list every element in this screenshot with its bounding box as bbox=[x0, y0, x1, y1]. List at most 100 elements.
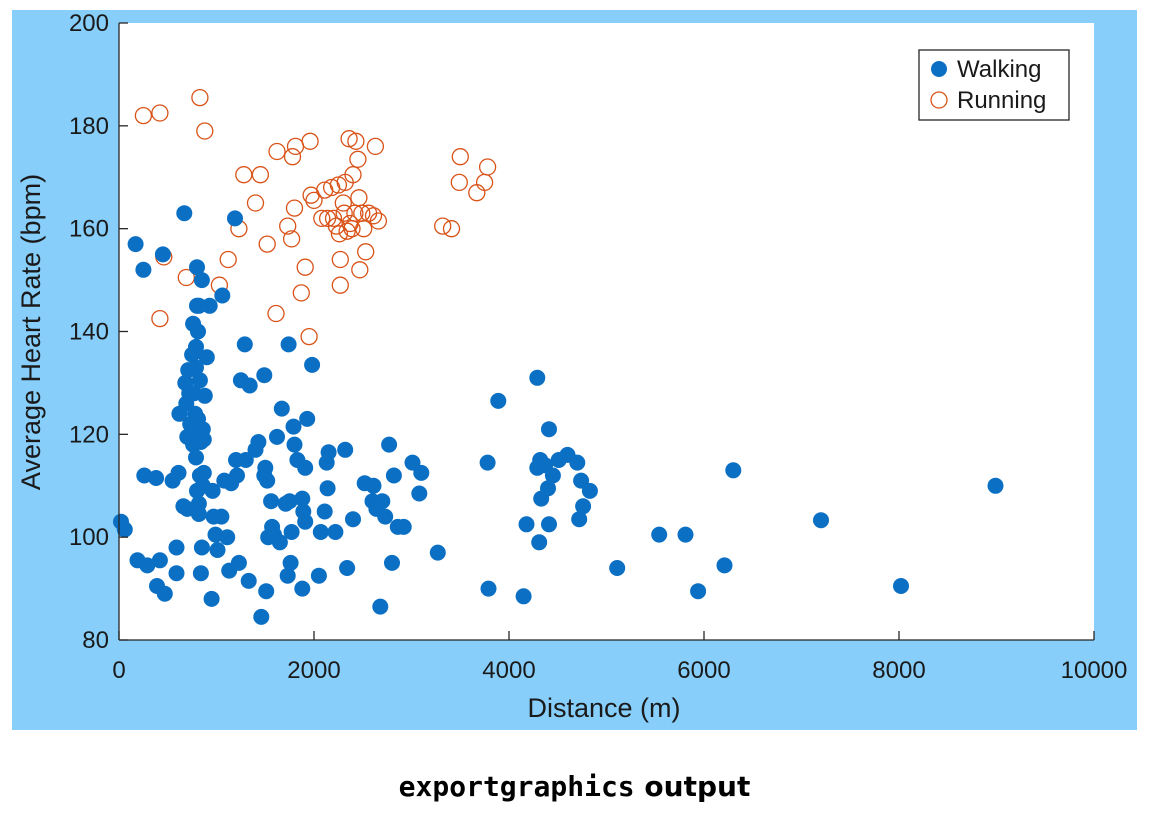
running-point bbox=[283, 148, 302, 166]
y-tick-label: 140 bbox=[69, 319, 109, 346]
walking-point bbox=[575, 498, 592, 515]
walking-point bbox=[240, 572, 257, 589]
walking-point bbox=[188, 338, 204, 355]
walking-point bbox=[269, 428, 285, 445]
walking-point bbox=[241, 377, 258, 394]
scatter-chart: 0 2000 4000 6000 8000 10000 80 100 120 140 160 180 2… bbox=[12, 10, 1137, 730]
running-point bbox=[268, 142, 286, 161]
legend-marker-running bbox=[930, 91, 948, 109]
walking-point bbox=[285, 418, 302, 435]
walking-point bbox=[385, 467, 402, 484]
walking-point bbox=[651, 526, 668, 543]
running-point bbox=[357, 243, 375, 261]
walking-point bbox=[310, 567, 327, 584]
walking-point bbox=[219, 529, 236, 546]
running-point bbox=[364, 207, 383, 225]
caption-text: output bbox=[634, 770, 751, 803]
walking-point bbox=[237, 452, 254, 468]
y-axis-label: Average Heart Rate (bpm) bbox=[16, 174, 46, 490]
running-point bbox=[279, 217, 297, 235]
y-tick-label: 180 bbox=[69, 113, 109, 140]
running-point bbox=[451, 148, 469, 166]
walking-point bbox=[259, 472, 276, 489]
running-point bbox=[331, 276, 349, 294]
y-tick-label: 160 bbox=[69, 216, 109, 243]
walking-point bbox=[280, 336, 297, 353]
walking-point bbox=[203, 590, 220, 607]
walking-point bbox=[195, 464, 212, 481]
figure-background: 0 2000 4000 6000 8000 10000 80 100 120 140 160 180 2… bbox=[12, 10, 1137, 730]
walking-point bbox=[250, 434, 267, 450]
walking-point bbox=[725, 462, 742, 479]
running-point bbox=[331, 250, 349, 269]
running-point bbox=[258, 235, 276, 253]
running-point bbox=[442, 220, 461, 238]
walking-point bbox=[127, 236, 144, 253]
walking-point bbox=[168, 539, 185, 556]
walking-point bbox=[256, 367, 273, 384]
x-tick-label: 0 bbox=[112, 657, 125, 684]
running-point bbox=[434, 217, 452, 235]
walking-point bbox=[168, 565, 185, 582]
running-point bbox=[335, 204, 353, 222]
running-point bbox=[351, 261, 369, 279]
walking-point bbox=[987, 477, 1004, 494]
walking-point bbox=[195, 431, 212, 448]
walking-point bbox=[716, 557, 733, 574]
walking-point bbox=[198, 349, 215, 366]
running-point bbox=[296, 258, 314, 276]
running-point bbox=[324, 209, 343, 228]
walking-point bbox=[135, 261, 152, 278]
x-tick-label: 8000 bbox=[872, 657, 925, 684]
walking-point bbox=[193, 539, 210, 556]
running-point bbox=[301, 132, 319, 150]
running-point bbox=[134, 106, 153, 125]
walking-point bbox=[374, 493, 391, 510]
running-point bbox=[191, 88, 209, 107]
running-point bbox=[196, 122, 214, 140]
walking-point bbox=[151, 552, 168, 569]
walking-point bbox=[193, 272, 210, 289]
walking-point bbox=[540, 480, 556, 497]
running-point bbox=[246, 194, 265, 212]
walking-point bbox=[258, 583, 275, 600]
walking-point bbox=[148, 470, 165, 486]
walking-point bbox=[581, 482, 598, 499]
running-point bbox=[369, 212, 388, 230]
walking-point bbox=[480, 580, 497, 597]
running-point bbox=[267, 304, 285, 323]
legend-marker-walking bbox=[931, 61, 947, 77]
walking-point bbox=[515, 588, 532, 605]
walking-point bbox=[381, 436, 398, 453]
walking-point bbox=[230, 554, 247, 571]
walking-point bbox=[411, 485, 428, 502]
walking-point bbox=[271, 534, 288, 551]
walking-point bbox=[176, 205, 193, 222]
walking-point bbox=[154, 246, 171, 263]
walking-point bbox=[139, 557, 156, 574]
walking-point bbox=[190, 323, 206, 340]
running-point bbox=[349, 150, 367, 168]
walking-point bbox=[282, 554, 299, 571]
walking-point bbox=[188, 449, 204, 466]
x-axis-label: Distance (m) bbox=[527, 693, 680, 723]
x-tick-label: 6000 bbox=[677, 657, 730, 684]
axes: 0 2000 4000 6000 8000 10000 80 100 120 140 160 180 2… bbox=[69, 10, 1127, 684]
walking-point bbox=[201, 297, 218, 314]
walking-point bbox=[609, 560, 626, 576]
legend: Walking Running bbox=[918, 49, 1070, 121]
walking-point bbox=[529, 369, 546, 386]
walking-point bbox=[479, 454, 496, 471]
running-point bbox=[151, 309, 169, 328]
walking-point bbox=[541, 421, 557, 438]
x-tick-label: 4000 bbox=[482, 657, 535, 684]
walking-point bbox=[196, 387, 213, 404]
walking-point bbox=[316, 503, 333, 520]
running-point bbox=[347, 132, 365, 150]
walking-point bbox=[204, 482, 221, 499]
running-point bbox=[285, 199, 304, 217]
walking-point bbox=[413, 464, 430, 481]
running-point bbox=[329, 176, 348, 194]
running-point bbox=[305, 191, 323, 210]
running-point bbox=[177, 268, 195, 287]
